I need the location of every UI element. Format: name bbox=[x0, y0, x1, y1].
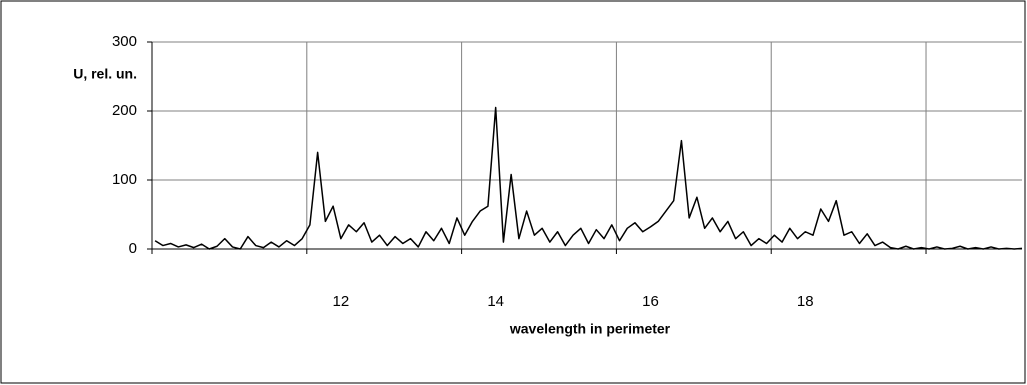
x-axis-title: wavelength in perimeter bbox=[509, 321, 671, 337]
x-tick-label: 12 bbox=[333, 293, 350, 310]
y-tick-label: 0 bbox=[129, 240, 137, 257]
y-axis-title: U, rel. un. bbox=[73, 66, 137, 82]
x-tick-label: 18 bbox=[797, 293, 814, 310]
x-tick-label: 16 bbox=[642, 293, 659, 310]
x-tick-label: 14 bbox=[487, 293, 504, 310]
y-tick-label: 300 bbox=[112, 33, 137, 50]
y-tick-label: 200 bbox=[112, 102, 137, 119]
y-tick-label: 100 bbox=[112, 171, 137, 188]
data-line bbox=[154, 106, 1023, 250]
